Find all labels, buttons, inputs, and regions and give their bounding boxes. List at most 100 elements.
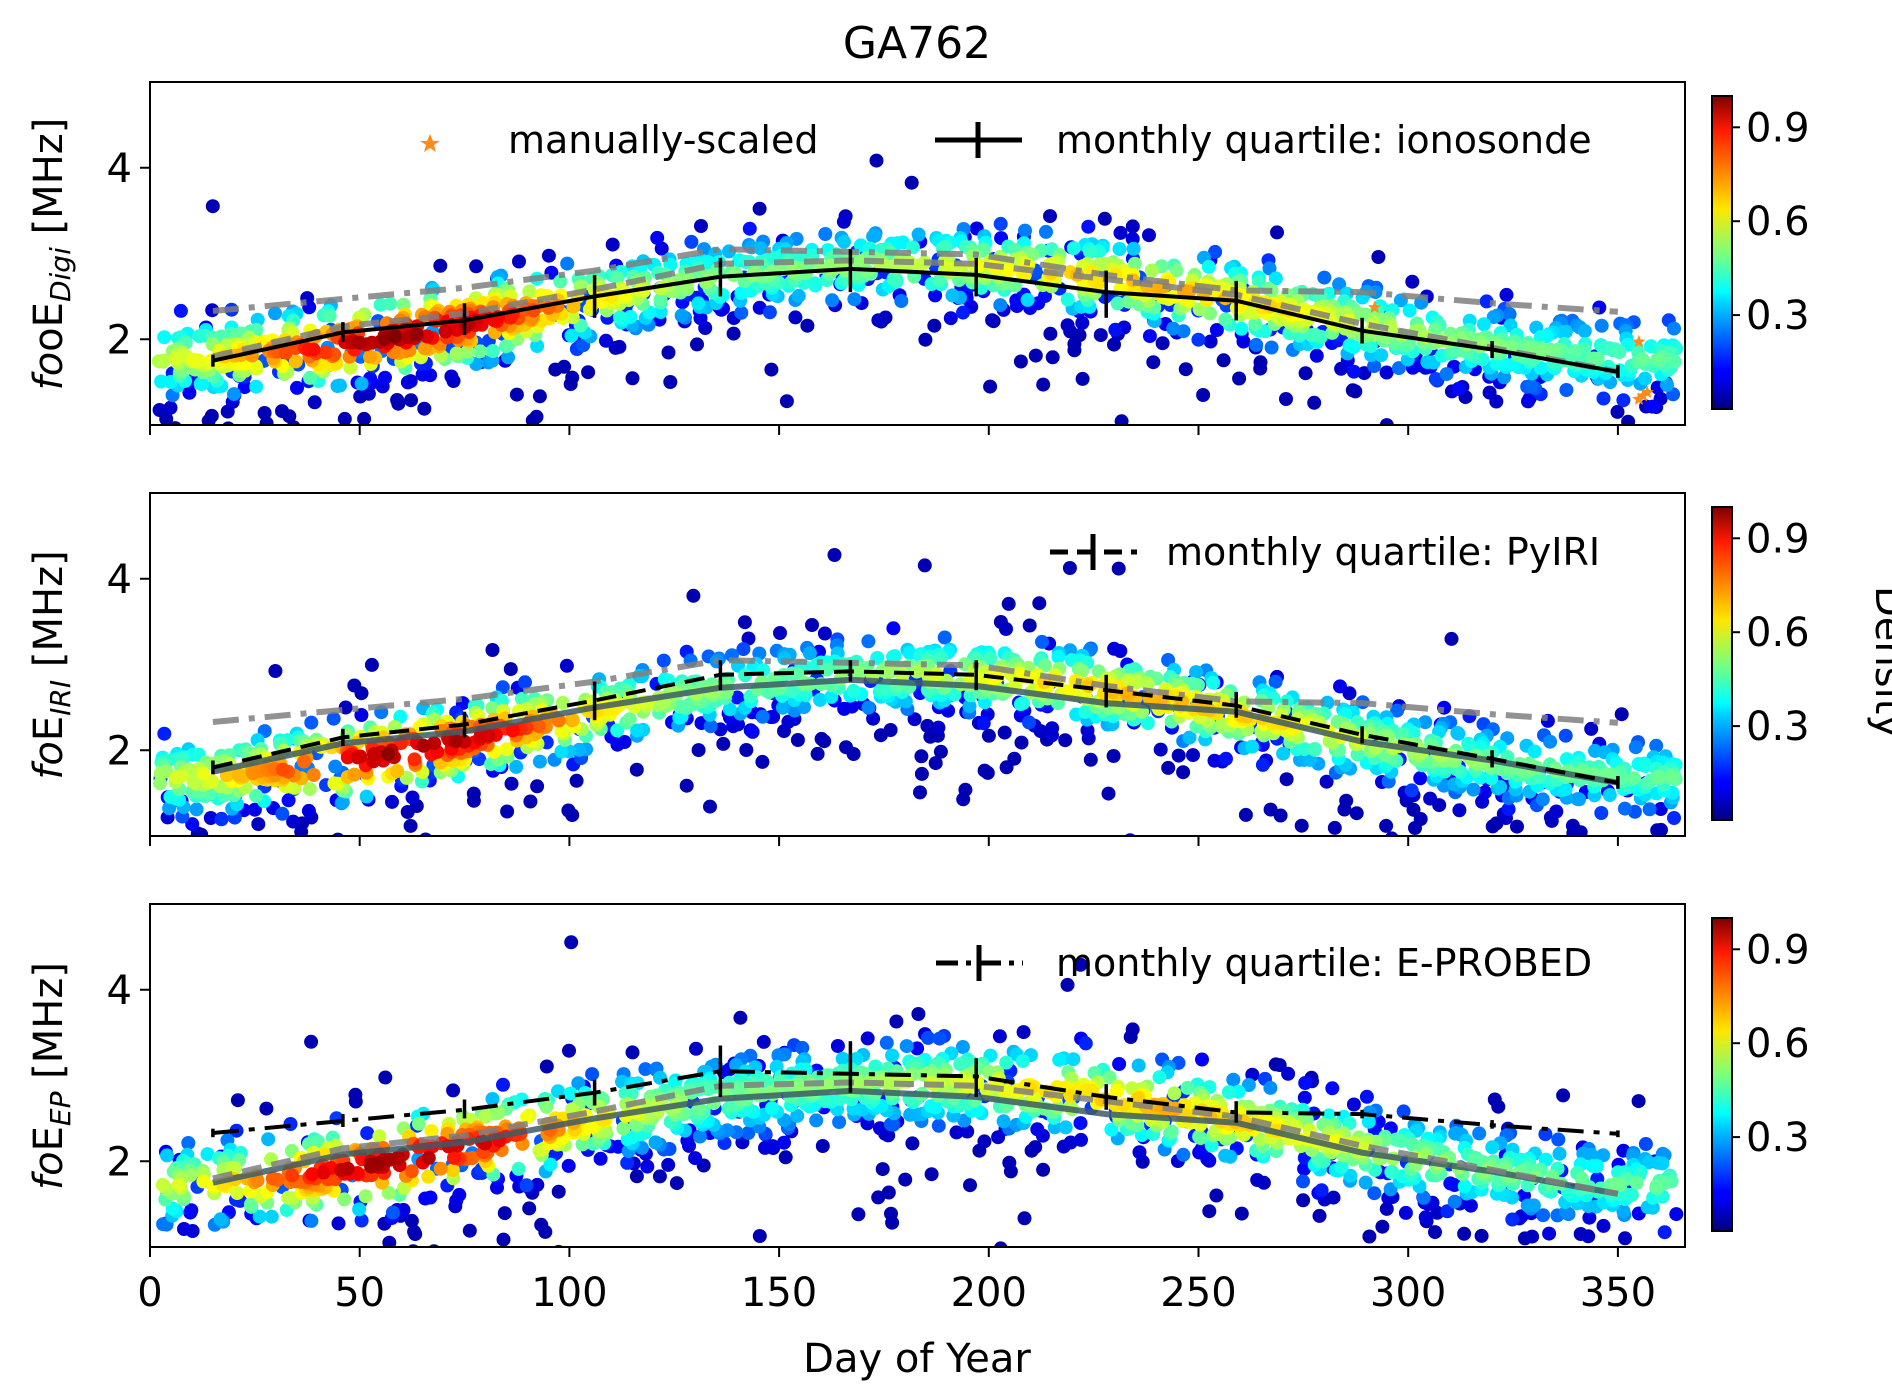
scatter-point [443, 870, 457, 884]
scatter-point [442, 838, 456, 852]
scatter-point [1268, 674, 1283, 689]
scatter-point [261, 1132, 276, 1147]
y-axis-label-iri: foEIRI [MHz] [26, 550, 77, 779]
scatter-point [485, 344, 500, 358]
scatter-point [1253, 355, 1268, 370]
scatter-point [962, 699, 977, 714]
scatter-point [1602, 788, 1617, 802]
scatter-point [924, 1167, 939, 1182]
scatter-point [569, 773, 584, 788]
scatter-point [1296, 1193, 1311, 1208]
scatter-point [958, 782, 973, 797]
colorbar-tick-label: 0.3 [1746, 1115, 1810, 1161]
scatter-point [629, 1169, 644, 1184]
scatter-point [469, 259, 484, 274]
scatter-point [1536, 1208, 1551, 1223]
scatter-point [1125, 1022, 1140, 1037]
scatter-point [562, 1043, 576, 1058]
scatter-point [1045, 728, 1059, 743]
scatter-point [943, 311, 958, 326]
y-axis-label-iri-base: E [26, 716, 72, 741]
scatter-point [818, 227, 833, 241]
scatter-point [1334, 1159, 1349, 1174]
scatter-point [1573, 1227, 1588, 1241]
scatter-point [1083, 752, 1098, 767]
scatter-point [184, 1261, 198, 1275]
scatter-point [1297, 1090, 1312, 1105]
scatter-point [227, 387, 241, 402]
scatter-point [1142, 329, 1157, 344]
scatter-point [186, 352, 200, 367]
scatter-point [538, 1224, 553, 1239]
colorbar-tick-label: 0.9 [1746, 927, 1810, 973]
scatter-point [742, 221, 757, 236]
scatter-point [497, 1206, 512, 1221]
scatter-point [736, 642, 751, 657]
scatter-point [263, 430, 277, 444]
scatter-point [993, 298, 1008, 313]
scatter-point [1126, 241, 1141, 256]
scatter-point [1218, 312, 1233, 327]
scatter-point [1112, 242, 1127, 256]
colorbar-tick-label: 0.9 [1746, 105, 1810, 151]
scatter-point [1524, 378, 1539, 393]
scatter-point [565, 310, 580, 325]
scatter-point [945, 288, 960, 303]
scatter-point [638, 1062, 653, 1077]
scatter-point [1667, 354, 1682, 369]
scatter-point [813, 692, 827, 707]
scatter-point [433, 1161, 448, 1176]
overlay-line-1 [212, 676, 1619, 786]
scatter-point [1332, 277, 1347, 292]
colorbar-2 [1711, 917, 1733, 1232]
manual-point [1632, 334, 1646, 348]
plot-frame-iri [149, 492, 1686, 837]
scatter-point [1463, 1268, 1477, 1282]
y-tick-label: 4 [107, 968, 132, 1014]
scatter-point [1653, 802, 1668, 816]
scatter-point [1132, 1145, 1147, 1160]
scatter-point [1073, 1116, 1088, 1131]
scatter-point [335, 795, 350, 810]
scatter-point [1066, 241, 1081, 256]
scatter-point [1073, 957, 1088, 972]
scatter-point [1551, 1132, 1566, 1147]
scatter-point [555, 695, 570, 710]
scatter-point [173, 303, 188, 318]
scatter-point [764, 362, 779, 377]
scatter-point [419, 832, 432, 836]
scatter-point [249, 788, 264, 803]
scatter-point [1001, 263, 1016, 278]
scatter-point [1581, 1199, 1596, 1214]
scatter-point [1234, 321, 1249, 336]
scatter-point [1507, 1251, 1521, 1265]
scatter-point [1379, 418, 1394, 425]
scatter-point [720, 1123, 735, 1138]
scatter-point [1654, 822, 1668, 836]
scatter-point [927, 318, 942, 333]
scatter-point [200, 1147, 215, 1162]
scatter-point [318, 345, 333, 360]
scatter-point [1390, 703, 1405, 718]
scatter-point [553, 274, 568, 289]
scatter-point [1345, 383, 1360, 398]
scatter-point [778, 1150, 793, 1165]
scatter-point [1016, 696, 1031, 711]
scatter-point [1140, 676, 1155, 691]
scatter-point [914, 749, 929, 764]
scatter-point [182, 385, 197, 400]
scatter-point [1263, 802, 1278, 817]
scatter-point [312, 1298, 326, 1312]
scatter-point [1018, 223, 1032, 238]
scatter-point [337, 1192, 352, 1207]
scatter-point [530, 1177, 545, 1192]
scatter-point [745, 724, 760, 739]
scatter-point [661, 345, 676, 360]
scatter-point [1584, 1147, 1599, 1162]
scatter-point [278, 345, 293, 360]
colorbar-tick-label: 0.3 [1746, 704, 1810, 750]
x-tick-label: 0 [137, 1270, 162, 1316]
scatter-point [1575, 1171, 1589, 1186]
colorbars: 0.30.60.90.30.60.90.30.60.9 [1711, 95, 1810, 1232]
scatter-point [625, 1045, 640, 1060]
